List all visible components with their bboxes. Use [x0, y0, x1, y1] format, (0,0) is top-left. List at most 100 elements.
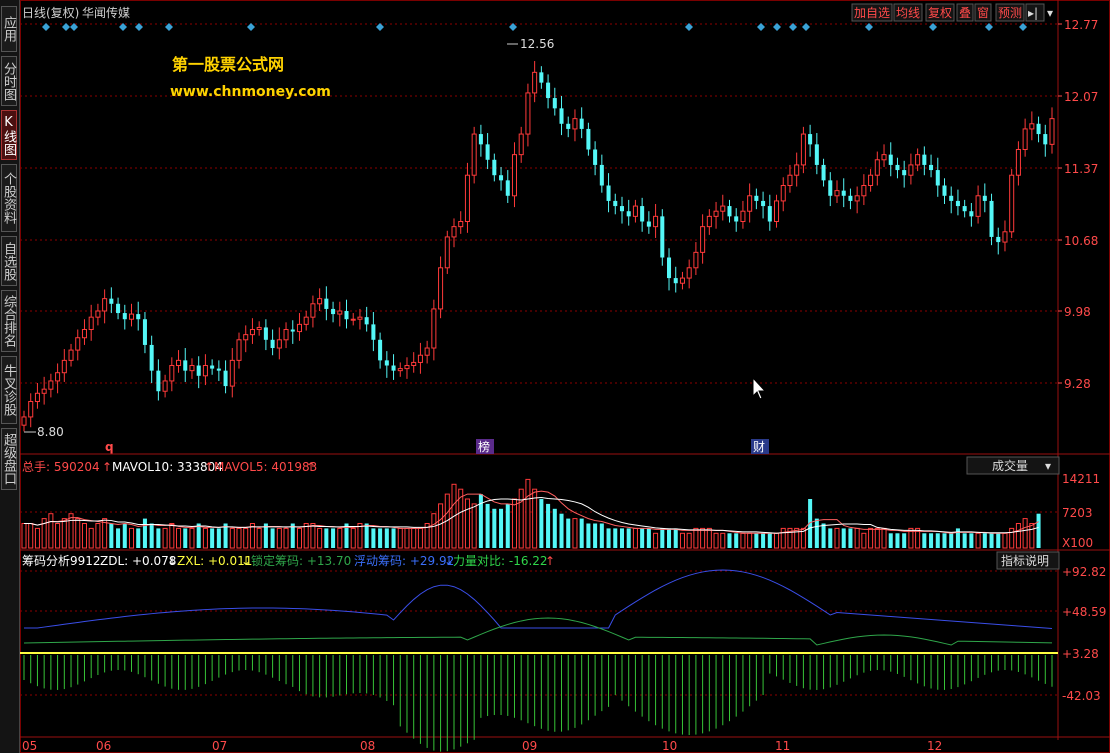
candle-body	[176, 359, 182, 367]
volume-total-label: 总手: 590204	[22, 460, 100, 474]
volume-bar	[310, 523, 316, 549]
volume-bar	[189, 527, 195, 549]
event-bang-label[interactable]: 榜	[478, 439, 490, 454]
event-q-label[interactable]: q	[105, 440, 114, 454]
sidebar-tab-7[interactable]: 超级盘口	[1, 428, 17, 490]
event-diamond-icon[interactable]	[42, 23, 50, 31]
volume-bar	[149, 523, 154, 548]
volume-selector-arrow-icon[interactable]: ▾	[1045, 459, 1051, 473]
header-button-4[interactable]	[974, 3, 992, 22]
volume-bar	[162, 527, 168, 549]
volume-bar	[183, 528, 188, 548]
volume-bar	[216, 528, 221, 548]
candle-body	[902, 170, 907, 176]
event-diamond-icon[interactable]	[70, 23, 78, 31]
event-bang-bg[interactable]	[476, 439, 494, 454]
event-diamond-icon[interactable]	[135, 23, 143, 31]
sidebar-tab-2[interactable]: K线图	[1, 110, 17, 160]
sidebar-tab-6[interactable]: 牛叉诊股	[1, 356, 17, 424]
candle-body	[660, 216, 665, 258]
sidebar-tab-1[interactable]: 分时图	[1, 56, 17, 106]
candle-body	[874, 159, 880, 176]
price-axis-label: 11.37	[1064, 162, 1098, 176]
volume-bar	[337, 527, 343, 549]
lock-chip-line	[23, 617, 1053, 646]
event-diamond-icon[interactable]	[247, 23, 255, 31]
candle-body	[996, 236, 1001, 243]
mavol5-arrow: ↑	[306, 460, 316, 474]
header-button-0[interactable]	[851, 3, 893, 22]
volume-bar	[458, 488, 464, 549]
event-diamond-icon[interactable]	[929, 23, 937, 31]
header-button-3[interactable]	[956, 3, 974, 22]
volume-bar	[982, 533, 987, 548]
event-diamond-icon[interactable]	[376, 23, 384, 31]
event-cai-label[interactable]: 财	[753, 440, 765, 454]
candle-body	[586, 128, 591, 150]
event-diamond-icon[interactable]	[119, 23, 127, 31]
candle-body	[962, 206, 967, 212]
candle-body	[236, 339, 242, 361]
event-diamond-icon[interactable]	[1019, 23, 1027, 31]
event-diamond-icon[interactable]	[773, 23, 781, 31]
header-button-label-0: 加自选	[854, 6, 890, 20]
volume-bar	[727, 533, 732, 548]
candle-body	[331, 308, 336, 315]
candle-body	[667, 257, 672, 279]
candle-body	[794, 164, 800, 176]
volume-bar	[41, 518, 47, 549]
sidebar-tab-4[interactable]: 自选股	[1, 236, 17, 286]
header-button-2[interactable]	[925, 3, 955, 22]
candle-body	[61, 359, 67, 374]
volume-bar	[210, 528, 215, 548]
header-button-1[interactable]	[893, 3, 923, 22]
sidebar-tab-5[interactable]: 综合排名	[1, 290, 17, 352]
candle-body	[210, 365, 215, 369]
candle-body	[834, 190, 840, 197]
event-diamond-icon[interactable]	[757, 23, 765, 31]
event-diamond-icon[interactable]	[985, 23, 993, 31]
volume-bar	[156, 528, 161, 548]
candle-body	[431, 308, 437, 349]
volume-bar	[572, 518, 578, 549]
event-diamond-icon[interactable]	[802, 23, 810, 31]
dropdown-arrow-icon[interactable]: ▾	[1047, 6, 1053, 20]
event-diamond-icon[interactable]	[165, 23, 173, 31]
candle-body	[989, 200, 994, 237]
event-diamond-icon[interactable]	[509, 23, 517, 31]
candle-body	[485, 144, 490, 160]
sidebar-tab-0[interactable]: 应用	[1, 6, 17, 52]
volume-bar	[922, 533, 927, 548]
event-diamond-icon[interactable]	[865, 23, 873, 31]
candle-body	[202, 365, 208, 377]
event-diamond-icon[interactable]	[789, 23, 797, 31]
candle-body	[700, 226, 706, 253]
candle-body	[922, 154, 927, 165]
volume-bar	[679, 532, 685, 549]
volume-bar	[68, 513, 74, 549]
header-button-5[interactable]	[995, 3, 1025, 22]
sidebar-tab-3[interactable]: 个股资料	[1, 164, 17, 232]
lock-label: 锁定筹码: +13.70	[251, 553, 351, 568]
mavol10-label: MAVOL10: 333804	[112, 460, 223, 474]
volume-bar	[317, 527, 323, 549]
candle-body	[189, 365, 195, 372]
candle-body	[471, 133, 477, 176]
volume-bar	[754, 533, 759, 548]
candle-body	[1015, 148, 1021, 176]
candle-body	[511, 154, 517, 197]
event-diamond-icon[interactable]	[685, 23, 693, 31]
play-button[interactable]	[1025, 3, 1045, 22]
candle-body	[290, 329, 295, 332]
kline-chart[interactable]: 日线(复权) 华闻传媒 加自选 均线 复权叠窗预测 ▸| ▾ 12.77 12.07 11.37 1…	[20, 0, 1110, 753]
volume-selector[interactable]	[966, 456, 1060, 475]
event-diamond-icon[interactable]	[62, 23, 70, 31]
candle-body	[324, 298, 329, 309]
event-cai-bg[interactable]	[751, 439, 769, 454]
watermark-url: www.chnmoney.com	[170, 84, 331, 100]
indicator-help-button[interactable]	[996, 551, 1060, 570]
candle-body	[142, 319, 147, 345]
candle-body	[881, 154, 887, 161]
volume-bar	[996, 533, 1001, 548]
volume-bar	[511, 498, 517, 549]
